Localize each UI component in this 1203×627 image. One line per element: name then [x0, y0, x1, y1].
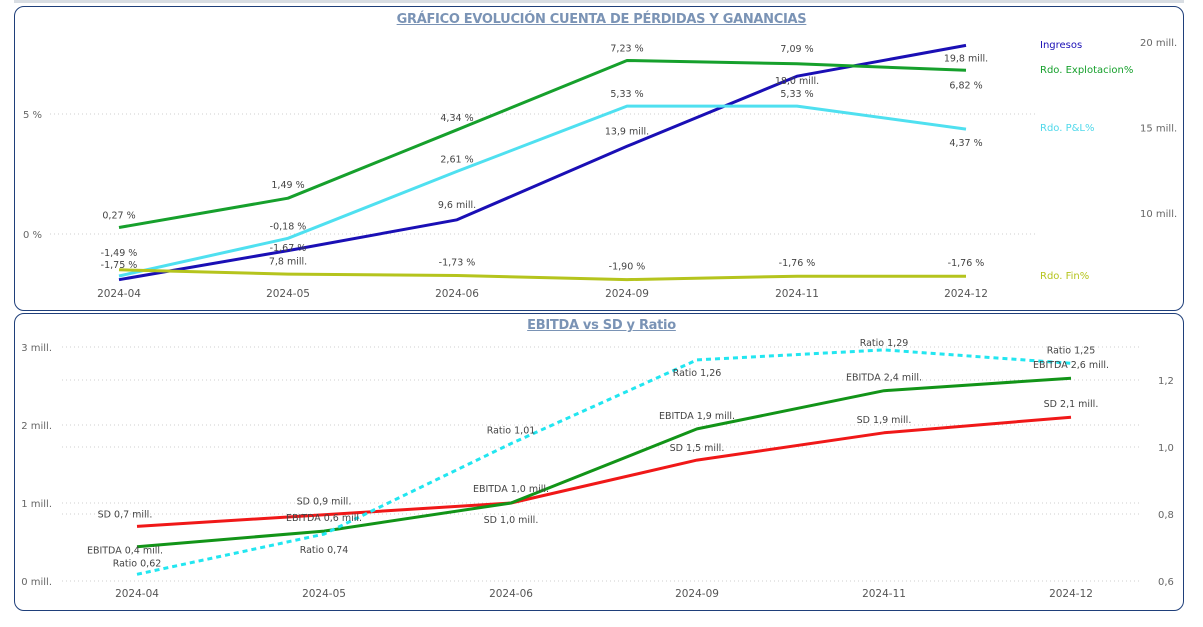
ebitda-chart-panel [14, 313, 1184, 611]
right-axis-tick-label: 10 mill. [1140, 209, 1177, 220]
data-label: 7,23 % [610, 43, 643, 54]
data-label: EBITDA 2,4 mill. [846, 373, 922, 384]
data-label: 2,61 % [440, 154, 473, 165]
series-line-sd [136, 415, 1072, 528]
data-label: Ratio 0,74 [300, 545, 349, 556]
x-axis-tick-label: 2024-12 [1049, 588, 1093, 600]
x-axis-tick-label: 2024-09 [605, 288, 649, 300]
x-axis-tick-label: 2024-04 [115, 588, 159, 600]
data-label: 4,34 % [440, 113, 473, 124]
series-line-rdo-p-l- [118, 104, 967, 278]
right-axis-tick-label: 1,0 [1158, 443, 1174, 454]
left-axis-tick-label: 5 % [23, 110, 42, 121]
series-line-ratio [136, 348, 1072, 576]
data-label: 4,37 % [949, 138, 982, 149]
x-axis-tick-label: 2024-06 [489, 588, 533, 600]
data-label: SD 1,0 mill. [484, 515, 539, 526]
data-label: 5,33 % [610, 89, 643, 100]
series-line-rdo-explotacion- [118, 59, 967, 229]
data-label: 18,0 mill. [775, 76, 819, 87]
data-label: 1,49 % [271, 180, 304, 191]
data-label: 5,33 % [780, 89, 813, 100]
data-label: EBITDA 2,6 mill. [1033, 360, 1109, 371]
data-label: -1,73 % [439, 258, 476, 269]
data-label: 6,82 % [949, 80, 982, 91]
chart-pnl: 0 % 5 % 10 mill. 15 mill. 20 mill. 2024-04 202… [23, 38, 1177, 300]
data-label: EBITDA 1,9 mill. [659, 411, 735, 422]
data-label: Ratio 1,26 [673, 368, 722, 379]
data-label: 13,9 mill. [605, 126, 649, 137]
left-axis-tick-label: 3 mill. [21, 343, 52, 354]
data-label: 7,09 % [780, 44, 813, 55]
series-line-ebitda [136, 376, 1072, 549]
x-axis-tick-label: 2024-06 [435, 288, 479, 300]
x-axis-tick-label: 2024-05 [302, 588, 346, 600]
x-axis-tick-label: 2024-04 [97, 288, 141, 300]
data-label: Ratio 1,01 [487, 426, 536, 437]
left-axis-tick-label: 2 mill. [21, 421, 52, 432]
legend-item: Ingresos [1040, 40, 1082, 51]
left-axis-tick-label: 1 mill. [21, 499, 52, 510]
data-label: 7,8 mill. [269, 257, 307, 268]
right-axis-tick-label: 1,2 [1158, 376, 1174, 387]
data-label: Ratio 0,62 [113, 558, 162, 569]
data-label: EBITDA 0,6 mill. [286, 513, 362, 524]
top-divider [14, 0, 1184, 3]
data-label: SD 2,1 mill. [1044, 399, 1099, 410]
data-label: -1,67 % [270, 243, 307, 254]
left-axis-tick-label: 0 % [23, 230, 42, 241]
data-label: -0,18 % [270, 221, 307, 232]
left-axis-tick-label: 0 mill. [21, 577, 52, 588]
x-axis-tick-label: 2024-11 [862, 588, 906, 600]
ebitda-chart-title: EBITDA vs SD y Ratio [527, 318, 676, 333]
pnl-chart-title: GRÁFICO EVOLUCIÓN CUENTA DE PÉRDIDAS Y G… [396, 12, 807, 27]
data-label: -1,90 % [609, 262, 646, 273]
chart-ebitda: 0 mill. 1 mill. 2 mill. 3 mill. 0,6 0,8 1,0 1,2… [21, 338, 1174, 600]
data-label: -1,75 % [101, 260, 138, 271]
data-label: -1,49 % [101, 248, 138, 259]
x-axis-tick-label: 2024-12 [944, 288, 988, 300]
data-label: Ratio 1,25 [1047, 345, 1096, 356]
legend-item: Rdo. Explotacion% [1040, 65, 1133, 76]
x-axis-tick-label: 2024-09 [675, 588, 719, 600]
legend-item: Rdo. Fin% [1040, 271, 1089, 282]
data-label: -1,76 % [948, 258, 985, 269]
right-axis-tick-label: 20 mill. [1140, 38, 1177, 49]
x-axis-tick-label: 2024-05 [266, 288, 310, 300]
data-label: SD 1,9 mill. [857, 415, 912, 426]
data-label: SD 0,9 mill. [297, 497, 352, 508]
x-axis-tick-label: 2024-11 [775, 288, 819, 300]
data-label: 0,27 % [102, 211, 135, 222]
data-label: 19,8 mill. [944, 53, 988, 64]
right-axis-tick-label: 0,6 [1158, 577, 1174, 588]
right-axis-tick-label: 15 mill. [1140, 124, 1177, 135]
series-line-ingresos [118, 43, 967, 282]
data-label: -1,76 % [779, 258, 816, 269]
data-label: SD 0,7 mill. [98, 509, 153, 520]
data-label: EBITDA 0,4 mill. [87, 546, 163, 557]
data-label: SD 1,5 mill. [670, 443, 725, 454]
data-label: EBITDA 1,0 mill. [473, 484, 549, 495]
data-label: 9,6 mill. [438, 200, 476, 211]
right-axis-tick-label: 0,8 [1158, 510, 1174, 521]
series-line-rdo-fin- [118, 268, 966, 282]
legend-item: Rdo. P&L% [1040, 123, 1095, 134]
data-label: Ratio 1,29 [860, 338, 909, 349]
